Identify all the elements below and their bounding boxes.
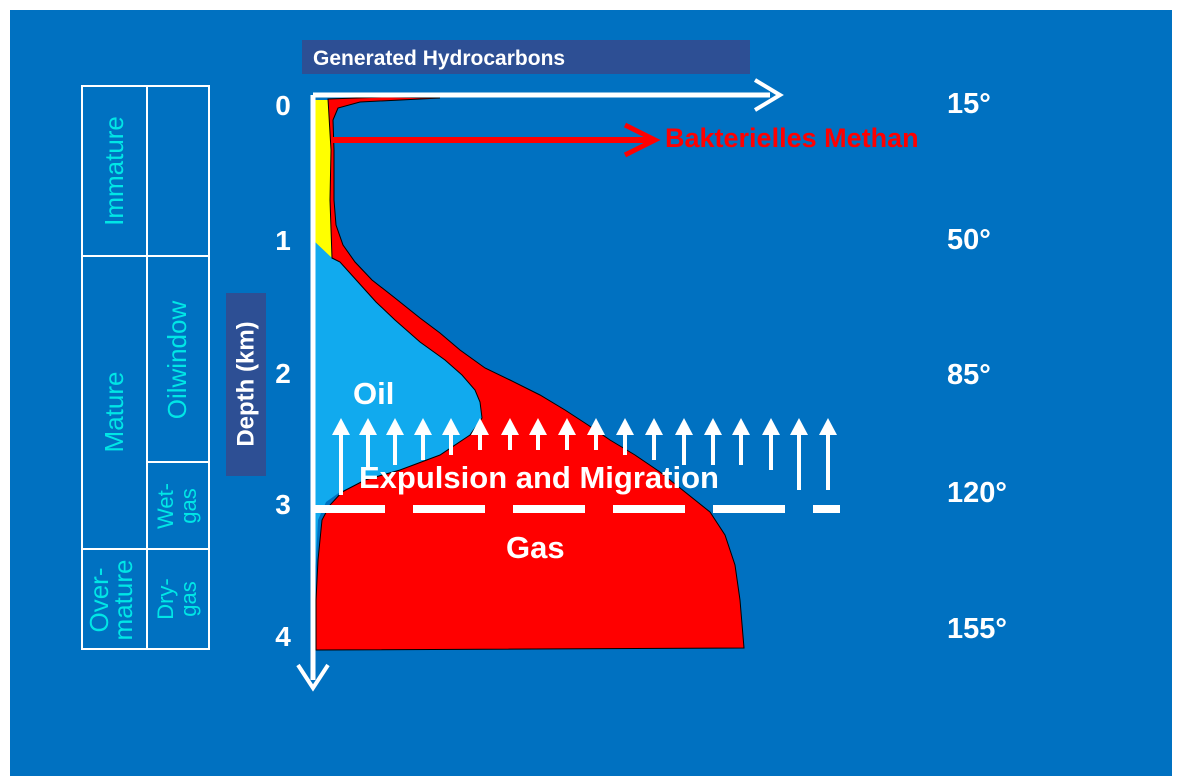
- bacterial-methane-label: Bakterielles Methan: [665, 123, 919, 153]
- wetgas-label-line2: gas: [176, 488, 201, 523]
- diagram-title: Generated Hydrocarbons: [313, 47, 565, 70]
- overmature-label-line2: mature: [108, 560, 138, 641]
- depth-axis-title: Depth (km): [232, 321, 259, 446]
- depth-tick-4: 4: [275, 621, 291, 652]
- depth-tick-2: 2: [275, 358, 291, 389]
- drygas-label-line2: gas: [176, 581, 201, 616]
- immature-label: Immature: [99, 116, 129, 226]
- oilwindow-label: Oilwindow: [162, 301, 192, 420]
- depth-tick-0: 0: [275, 90, 291, 121]
- vertical-axis-arrowhead: [296, 663, 330, 692]
- gas-label: Gas: [506, 530, 565, 565]
- depth-tick-1: 1: [275, 225, 291, 256]
- depth-axis-title-box: [226, 293, 266, 476]
- migration-label: Expulsion and Migration: [359, 460, 719, 495]
- temperature-2: 85°: [947, 359, 991, 391]
- expulsion-arrows: [332, 418, 837, 495]
- temperature-4: 155°: [947, 613, 1007, 645]
- overmature-label-line1: Over-: [84, 568, 114, 633]
- temperature-3: 120°: [947, 477, 1007, 509]
- temperature-0: 15°: [947, 88, 991, 120]
- oil-label: Oil: [353, 376, 394, 411]
- wetgas-label-line1: Wet-: [153, 483, 178, 529]
- title-box: [302, 40, 750, 74]
- oil-area: [313, 235, 482, 600]
- temperature-1: 50°: [947, 224, 991, 256]
- maturity-table: [81, 85, 210, 650]
- horizontal-axis-arrowhead: [753, 78, 784, 112]
- mature-label: Mature: [99, 372, 129, 453]
- bacterial-methane-arrowhead: [623, 122, 661, 158]
- depth-tick-3: 3: [275, 489, 291, 520]
- immature-hydrocarbon-area: [313, 100, 332, 258]
- drygas-label-line1: Dry-: [153, 578, 178, 620]
